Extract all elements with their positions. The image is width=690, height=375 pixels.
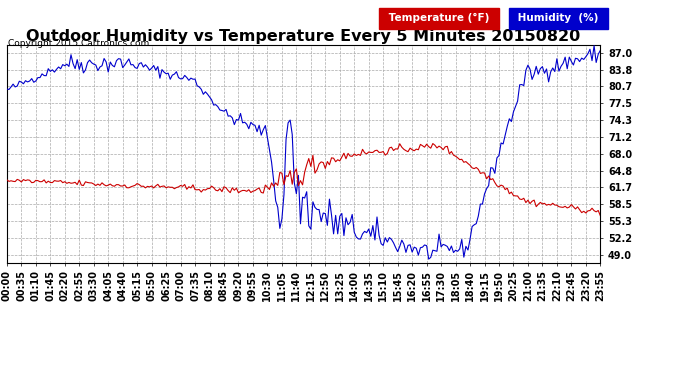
Title: Outdoor Humidity vs Temperature Every 5 Minutes 20150820: Outdoor Humidity vs Temperature Every 5 … [26,29,581,44]
Text: Humidity  (%): Humidity (%) [514,13,602,23]
Text: Copyright 2015 Cartronics.com: Copyright 2015 Cartronics.com [8,39,150,48]
Text: Temperature (°F): Temperature (°F) [385,13,493,23]
